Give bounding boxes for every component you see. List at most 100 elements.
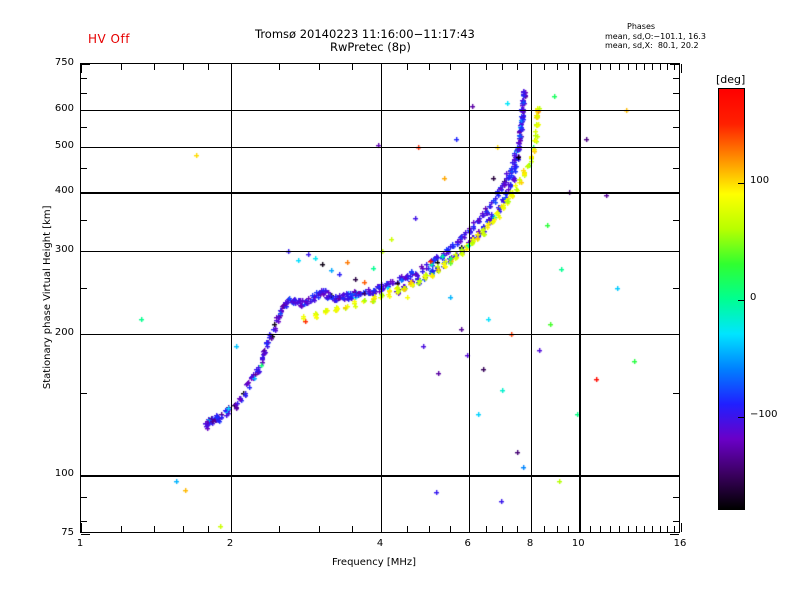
axis-tick [673, 496, 679, 498]
x-tick-label: 16 [673, 538, 687, 549]
phases-stats-x-mode: mean, sd,X: 80.1, 20.2 [605, 41, 699, 50]
x-tick-label: 4 [376, 538, 384, 549]
y-tick-label: 200 [54, 326, 74, 338]
axis-tick [81, 534, 90, 536]
x-tick-label: 10 [571, 538, 585, 549]
axis-tick [81, 109, 90, 111]
axis-tick [486, 64, 488, 70]
axis-tick [279, 526, 281, 532]
y-tick-label: 600 [54, 102, 74, 114]
axis-tick [81, 78, 87, 80]
axis-tick [556, 526, 558, 532]
gridline-horizontal [81, 475, 679, 477]
x-tick-label: 2 [226, 538, 234, 549]
gridline-horizontal [81, 251, 679, 253]
axis-tick [673, 78, 679, 80]
axis-tick [449, 526, 452, 532]
axis-tick [673, 288, 679, 290]
hv-status-label: HV Off [88, 32, 130, 46]
axis-tick [81, 333, 90, 335]
axis-tick [120, 64, 122, 70]
axis-tick [609, 64, 611, 70]
axis-tick [406, 526, 408, 532]
axis-tick [673, 219, 679, 221]
axis-tick [182, 526, 184, 532]
axis-tick [531, 64, 533, 73]
gridline-horizontal [81, 333, 679, 336]
axis-tick [81, 93, 87, 95]
axis-tick [502, 526, 504, 532]
axis-tick [670, 192, 679, 194]
axis-tick [468, 523, 470, 532]
axis-tick [674, 526, 676, 532]
axis-tick [599, 526, 602, 532]
axis-tick [544, 526, 546, 532]
axis-tick [673, 392, 679, 394]
axis-tick [636, 64, 638, 70]
axis-tick [81, 64, 90, 66]
axis-tick [599, 64, 602, 70]
axis-tick [81, 392, 87, 394]
axis-tick [652, 526, 654, 532]
colorbar-tick [738, 417, 744, 419]
axis-tick [681, 64, 683, 73]
axis-tick [81, 64, 83, 73]
axis-tick [544, 64, 546, 70]
axis-tick [659, 64, 661, 70]
axis-tick [636, 526, 638, 532]
axis-tick [589, 526, 591, 532]
axis-tick [208, 526, 210, 532]
axis-tick [81, 146, 90, 148]
phases-stats-heading: Phases [627, 22, 656, 31]
axis-tick [673, 127, 679, 129]
gridline-horizontal [81, 109, 679, 111]
axis-tick [659, 526, 661, 532]
axis-tick [670, 109, 679, 111]
gridline-vertical [381, 64, 383, 532]
phases-stats-o-mode: mean, sd,O:−101.1, 16.3 [605, 32, 706, 41]
axis-tick [627, 64, 629, 70]
axis-tick [609, 526, 611, 532]
axis-tick [618, 64, 620, 70]
x-axis-label: Frequency [MHz] [332, 557, 417, 568]
plot-area [80, 63, 683, 536]
axis-tick [279, 64, 281, 70]
axis-tick [670, 534, 679, 536]
axis-tick [670, 251, 679, 253]
gridline-horizontal [81, 192, 679, 194]
y-tick-label: 400 [54, 185, 74, 197]
axis-tick [81, 475, 90, 477]
axis-tick [81, 251, 90, 253]
colorbar-tick [738, 300, 744, 302]
axis-tick [81, 192, 90, 194]
axis-tick [589, 64, 591, 70]
axis-tick [674, 64, 676, 70]
axis-tick [153, 526, 155, 532]
gridline-vertical [468, 64, 471, 532]
axis-tick [153, 64, 155, 70]
axis-tick [81, 520, 87, 522]
axis-tick [406, 64, 408, 70]
axis-tick [556, 64, 558, 70]
axis-tick [429, 526, 431, 532]
colorbar-tick-label: 0 [750, 292, 757, 303]
axis-tick [352, 526, 354, 532]
colorbar [718, 88, 745, 510]
axis-tick [618, 526, 620, 532]
axis-tick [81, 496, 87, 498]
axis-tick [517, 526, 519, 532]
y-tick-label: 300 [54, 244, 74, 255]
axis-tick [673, 520, 679, 522]
axis-tick [231, 523, 233, 532]
colorbar-tick-label: −100 [750, 409, 778, 421]
axis-tick [81, 523, 83, 532]
axis-tick [381, 64, 383, 73]
axis-tick [81, 168, 87, 170]
axis-tick [568, 64, 570, 70]
colorbar-unit-label: [deg] [716, 73, 746, 86]
axis-tick [502, 64, 504, 70]
x-tick-label: 1 [76, 538, 84, 549]
gridline-horizontal [81, 146, 679, 149]
axis-tick [231, 64, 233, 73]
